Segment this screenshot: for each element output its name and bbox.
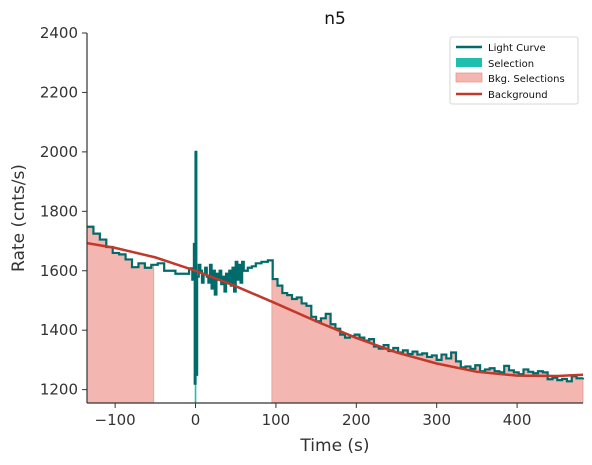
x-tick-label: −100 xyxy=(95,411,136,429)
background-line xyxy=(86,241,584,378)
y-tick-label: 1200 xyxy=(40,381,78,399)
y-tick-label: 1600 xyxy=(40,262,78,280)
y-tick-label: 2200 xyxy=(40,83,78,101)
legend-label-bkg-selections: Bkg. Selections xyxy=(488,74,565,85)
y-tick-label: 2000 xyxy=(40,143,78,161)
legend: Light Curve Selection Bkg. Selections Ba… xyxy=(449,36,579,105)
y-ticks: 1200 1400 1600 1800 2000 2200 2400 xyxy=(40,24,87,399)
axes xyxy=(86,33,583,404)
legend-swatch-selection xyxy=(456,58,482,67)
x-tick-label: 0 xyxy=(191,411,201,429)
legend-label-light-curve: Light Curve xyxy=(488,43,546,54)
chart-title: n5 xyxy=(324,9,346,29)
bkg-selection-0 xyxy=(86,226,155,404)
plot-area xyxy=(86,150,585,404)
x-ticks: −100 0 100 200 300 400 xyxy=(95,403,532,429)
light-curve-line xyxy=(87,150,585,385)
legend-box xyxy=(449,36,579,105)
x-tick-label: 100 xyxy=(262,411,291,429)
y-tick-label: 1800 xyxy=(40,202,78,220)
y-axis-title: Rate (cnts/s) xyxy=(9,164,29,272)
legend-label-selection: Selection xyxy=(488,59,534,70)
y-tick-label: 2400 xyxy=(40,24,78,42)
x-tick-label: 400 xyxy=(503,411,532,429)
x-tick-label: 200 xyxy=(342,411,371,429)
y-tick-label: 1400 xyxy=(40,321,78,339)
legend-label-background: Background xyxy=(488,90,548,101)
legend-swatch-bkg-selections xyxy=(455,72,483,83)
x-axis-title: Time (s) xyxy=(299,436,369,456)
x-tick-label: 300 xyxy=(422,411,451,429)
bkg-selection-1 xyxy=(271,259,584,404)
